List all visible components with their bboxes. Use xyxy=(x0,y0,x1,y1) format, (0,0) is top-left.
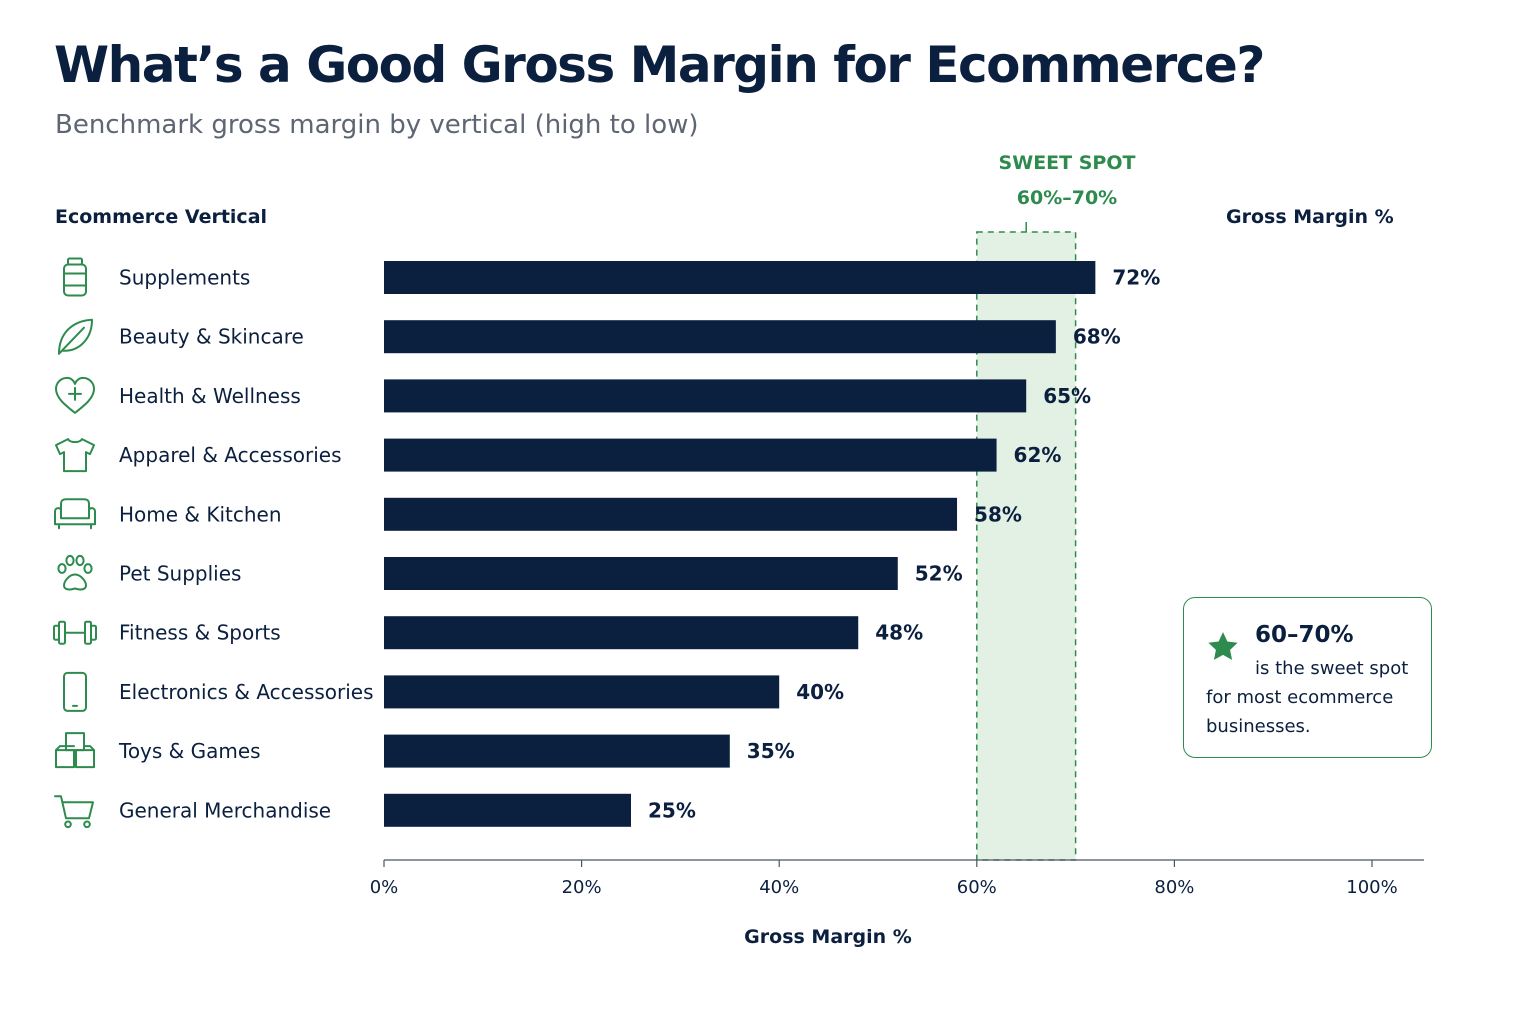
bar xyxy=(384,734,730,768)
sofa-icon xyxy=(54,498,96,530)
bar xyxy=(384,320,1056,354)
bar xyxy=(384,616,859,650)
x-tick-label: 20% xyxy=(562,877,602,898)
x-tick-label: 80% xyxy=(1154,877,1194,898)
value-label: 35% xyxy=(747,739,795,763)
category-label: Home & Kitchen xyxy=(119,502,282,526)
bar xyxy=(384,675,780,709)
sweet-spot-range-label: 60%–70% xyxy=(1016,187,1118,209)
tshirt-icon xyxy=(55,438,95,473)
supplement-bottle-icon xyxy=(63,257,87,297)
note-line-1: is the sweet spot xyxy=(1255,658,1409,679)
category-label: Fitness & Sports xyxy=(119,621,281,645)
x-axis-title: Gross Margin % xyxy=(744,926,912,948)
leaf-icon xyxy=(58,318,93,355)
category-label: Supplements xyxy=(119,266,250,290)
category-label: Pet Supplies xyxy=(119,562,241,586)
x-tick-label: 40% xyxy=(759,877,799,898)
bar xyxy=(384,438,997,472)
bar xyxy=(384,557,898,590)
value-label: 62% xyxy=(1014,443,1062,467)
bar xyxy=(384,261,1096,294)
paw-icon xyxy=(57,554,93,591)
x-tick-label: 0% xyxy=(370,877,399,898)
margin-column-header: Gross Margin % xyxy=(1226,206,1394,228)
note-value: 60–70% xyxy=(1255,622,1354,648)
sweet-spot-label: SWEET SPOT xyxy=(998,152,1136,174)
category-label: Apparel & Accessories xyxy=(119,443,342,467)
value-label: 48% xyxy=(875,621,923,645)
star-icon xyxy=(1208,632,1238,660)
smartphone-icon xyxy=(63,671,87,712)
bar xyxy=(384,793,631,827)
value-label: 25% xyxy=(648,798,696,822)
x-tick-label: 60% xyxy=(957,877,997,898)
vertical-column-header: Ecommerce Vertical xyxy=(55,206,268,228)
value-label: 52% xyxy=(915,562,963,586)
category-label: Electronics & Accessories xyxy=(119,680,374,704)
x-tick-label: 100% xyxy=(1346,877,1397,898)
category-label: Health & Wellness xyxy=(119,384,301,408)
chart-subtitle: Benchmark gross margin by vertical (high… xyxy=(55,110,699,140)
value-label: 58% xyxy=(974,502,1022,526)
category-label: General Merchandise xyxy=(119,798,331,822)
category-label: Toys & Games xyxy=(118,739,261,763)
blocks-icon xyxy=(55,732,95,769)
value-label: 40% xyxy=(796,680,844,704)
value-label: 72% xyxy=(1112,266,1160,290)
bar xyxy=(384,497,958,531)
category-label: Beauty & Skincare xyxy=(119,325,304,349)
chart-title: What’s a Good Gross Margin for Ecommerce… xyxy=(54,36,1265,94)
dumbbell-icon xyxy=(53,620,97,645)
note-line-3: businesses. xyxy=(1206,716,1311,737)
note-line-2: for most ecommerce xyxy=(1206,687,1394,708)
shopping-cart-icon xyxy=(54,795,94,829)
sweet-spot-note: 60–70% is the sweet spot for most ecomme… xyxy=(1183,597,1432,758)
value-label: 65% xyxy=(1043,384,1091,408)
bar xyxy=(384,379,1027,413)
heart-plus-icon xyxy=(55,376,95,414)
value-label: 68% xyxy=(1073,325,1121,349)
